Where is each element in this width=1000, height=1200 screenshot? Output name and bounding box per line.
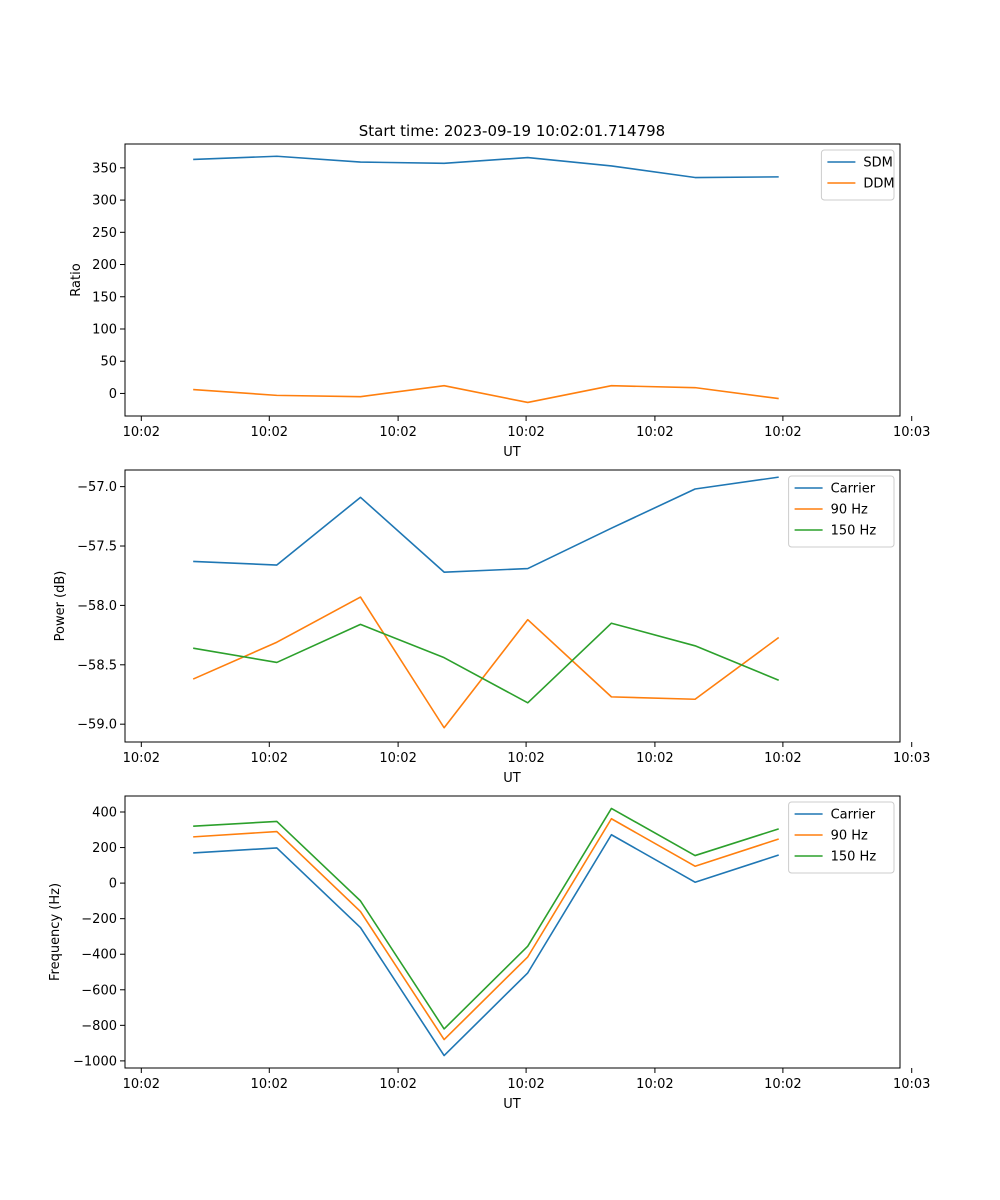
x-tick-label: 10:02 bbox=[636, 751, 673, 766]
y-tick-label: 100 bbox=[92, 322, 117, 337]
x-tick-label: 10:02 bbox=[123, 1077, 160, 1092]
series-line-sdm bbox=[193, 155, 779, 179]
x-tick-label: 10:02 bbox=[636, 425, 673, 440]
panel-power: 10:02 10:02 10:02 10:02 10:02 10:02 10:03 −59.… bbox=[53, 469, 930, 786]
x-tick-label: 10:03 bbox=[893, 1077, 930, 1092]
y-tick-label: −57.0 bbox=[77, 480, 117, 495]
x-tick-label: 10:03 bbox=[893, 751, 930, 766]
x-tick-label: 10:02 bbox=[636, 1077, 673, 1092]
x-tick-label: 10:02 bbox=[251, 425, 288, 440]
y-tick-label: −57.5 bbox=[77, 540, 117, 555]
y-tick-label: 350 bbox=[92, 161, 117, 176]
y-tick-label: −600 bbox=[81, 983, 117, 998]
x-axis-label: UT bbox=[503, 771, 521, 786]
legend: Carrier 90 Hz 150 Hz bbox=[788, 801, 895, 874]
series-line-carrier bbox=[193, 833, 779, 1057]
chart-title: Start time: 2023-09-19 10:02:01.714798 bbox=[359, 122, 665, 140]
y-tick-label: −58.5 bbox=[77, 658, 117, 673]
x-tick-label: 10:02 bbox=[123, 425, 160, 440]
x-tick-label: 10:02 bbox=[123, 751, 160, 766]
series-line-150-hz bbox=[193, 807, 779, 1030]
x-tick-label: 10:02 bbox=[379, 425, 416, 440]
legend-label: 90 Hz bbox=[831, 503, 868, 518]
legend-label: 150 Hz bbox=[831, 850, 877, 865]
y-axis-label: Ratio bbox=[69, 263, 84, 296]
x-tick-label: 10:02 bbox=[379, 751, 416, 766]
panel-ratio: Start time: 2023-09-19 10:02:01.714798 1… bbox=[69, 122, 930, 460]
y-tick-label: 0 bbox=[109, 387, 117, 402]
axes-frame bbox=[124, 143, 901, 417]
x-tick-label: 10:02 bbox=[764, 425, 801, 440]
y-tick-label: 300 bbox=[92, 194, 117, 209]
series-line-90-hz bbox=[192, 596, 780, 729]
legend-label: DDM bbox=[863, 177, 894, 192]
y-tick-label: −800 bbox=[81, 1019, 117, 1034]
x-tick-label: 10:02 bbox=[764, 751, 801, 766]
x-tick-label: 10:02 bbox=[251, 751, 288, 766]
x-tick-label: 10:02 bbox=[379, 1077, 416, 1092]
y-tick-label: 0 bbox=[109, 877, 117, 892]
legend-label: 150 Hz bbox=[831, 524, 877, 539]
legend-label: SDM bbox=[863, 156, 892, 171]
series-line-90-hz bbox=[193, 817, 779, 1041]
series-line-150-hz bbox=[193, 622, 780, 704]
series-line-carrier bbox=[193, 476, 779, 573]
series-line-ddm bbox=[193, 384, 779, 404]
x-axis-label: UT bbox=[503, 445, 521, 460]
y-tick-label: 200 bbox=[92, 258, 117, 273]
panel-frequency: 10:02 10:02 10:02 10:02 10:02 10:02 10:03 −100… bbox=[48, 795, 930, 1112]
y-tick-label: 400 bbox=[92, 806, 117, 821]
legend-label: 90 Hz bbox=[831, 829, 868, 844]
axes-frame bbox=[124, 469, 901, 743]
y-axis-label: Power (dB) bbox=[53, 571, 68, 642]
legend-label: Carrier bbox=[831, 482, 876, 497]
y-tick-label: −58.0 bbox=[77, 599, 117, 614]
y-tick-label: 150 bbox=[92, 290, 117, 305]
axes-frame bbox=[124, 795, 901, 1069]
legend: SDM DDM bbox=[820, 149, 895, 201]
legend-label: Carrier bbox=[831, 808, 876, 823]
y-tick-label: −200 bbox=[81, 912, 117, 927]
legend: Carrier 90 Hz 150 Hz bbox=[788, 475, 895, 548]
x-tick-label: 10:02 bbox=[764, 1077, 801, 1092]
y-tick-label: 200 bbox=[92, 841, 117, 856]
x-tick-label: 10:02 bbox=[251, 1077, 288, 1092]
x-tick-label: 10:02 bbox=[507, 1077, 544, 1092]
x-tick-label: 10:02 bbox=[507, 751, 544, 766]
x-axis-label: UT bbox=[503, 1097, 521, 1112]
x-tick-label: 10:02 bbox=[507, 425, 544, 440]
y-tick-label: −1000 bbox=[73, 1054, 117, 1069]
y-tick-label: 250 bbox=[92, 226, 117, 241]
y-tick-label: −59.0 bbox=[77, 718, 117, 733]
x-tick-label: 10:03 bbox=[893, 425, 930, 440]
y-tick-label: 50 bbox=[100, 355, 117, 370]
y-tick-label: −400 bbox=[81, 948, 117, 963]
y-axis-label: Frequency (Hz) bbox=[48, 883, 63, 981]
